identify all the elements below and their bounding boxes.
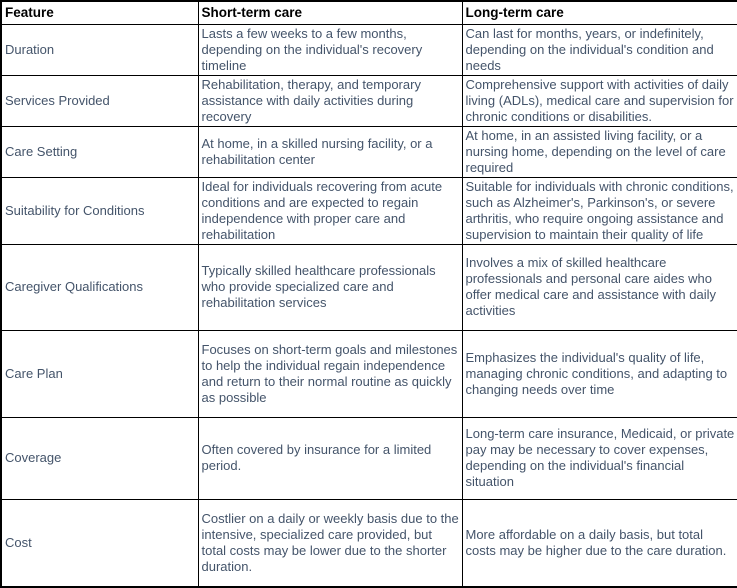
long-term-cell: At home, in an assisted living facility,… xyxy=(461,125,737,178)
table-row: Duration Lasts a few weeks to a few month… xyxy=(0,23,737,76)
table-row: Services Provided Rehabilitation, therapy… xyxy=(0,74,737,127)
feature-cell: Services Provided xyxy=(0,74,199,127)
long-term-cell: Can last for months, years, or indefinit… xyxy=(461,23,737,76)
table-row: Coverage Often covered by insurance for a… xyxy=(0,416,737,500)
short-term-cell: Often covered by insurance for a limited… xyxy=(197,416,463,500)
table-row: Cost Costlier on a daily or weekly basis … xyxy=(0,498,737,588)
table-row: Care Plan Focuses on short-term goals and… xyxy=(0,329,737,418)
long-term-cell: Emphasizes the individual's quality of l… xyxy=(461,329,737,418)
feature-cell: Caregiver Qualifications xyxy=(0,243,199,331)
col-header-feature: Feature xyxy=(0,0,199,25)
short-term-cell: Focuses on short-term goals and mileston… xyxy=(197,329,463,418)
short-term-cell: Typically skilled healthcare professiona… xyxy=(197,243,463,331)
table-body: Duration Lasts a few weeks to a few month… xyxy=(0,23,737,588)
feature-cell: Coverage xyxy=(0,416,199,500)
short-term-cell: Ideal for individuals recovering from ac… xyxy=(197,176,463,245)
long-term-cell: More affordable on a daily basis, but to… xyxy=(461,498,737,588)
feature-cell: Care Setting xyxy=(0,125,199,178)
short-term-cell: Rehabilitation, therapy, and temporary a… xyxy=(197,74,463,127)
header-row: Feature Short-term care Long-term care xyxy=(0,0,737,25)
table-row: Caregiver Qualifications Typically skille… xyxy=(0,243,737,331)
table-row: Suitability for Conditions Ideal for indi… xyxy=(0,176,737,245)
feature-cell: Cost xyxy=(0,498,199,588)
short-term-cell: At home, in a skilled nursing facility, … xyxy=(197,125,463,178)
table-row: Care Setting At home, in a skilled nursin… xyxy=(0,125,737,178)
short-term-cell: Lasts a few weeks to a few months, depen… xyxy=(197,23,463,76)
feature-cell: Duration xyxy=(0,23,199,76)
long-term-cell: Long-term care insurance, Medicaid, or p… xyxy=(461,416,737,500)
long-term-cell: Suitable for individuals with chronic co… xyxy=(461,176,737,245)
long-term-cell: Comprehensive support with activities of… xyxy=(461,74,737,127)
col-header-long-term-care: Long-term care xyxy=(461,0,737,25)
long-term-cell: Involves a mix of skilled healthcare pro… xyxy=(461,243,737,331)
feature-cell: Care Plan xyxy=(0,329,199,418)
feature-cell: Suitability for Conditions xyxy=(0,176,199,245)
short-term-cell: Costlier on a daily or weekly basis due … xyxy=(197,498,463,588)
col-header-short-term-care: Short-term care xyxy=(197,0,463,25)
